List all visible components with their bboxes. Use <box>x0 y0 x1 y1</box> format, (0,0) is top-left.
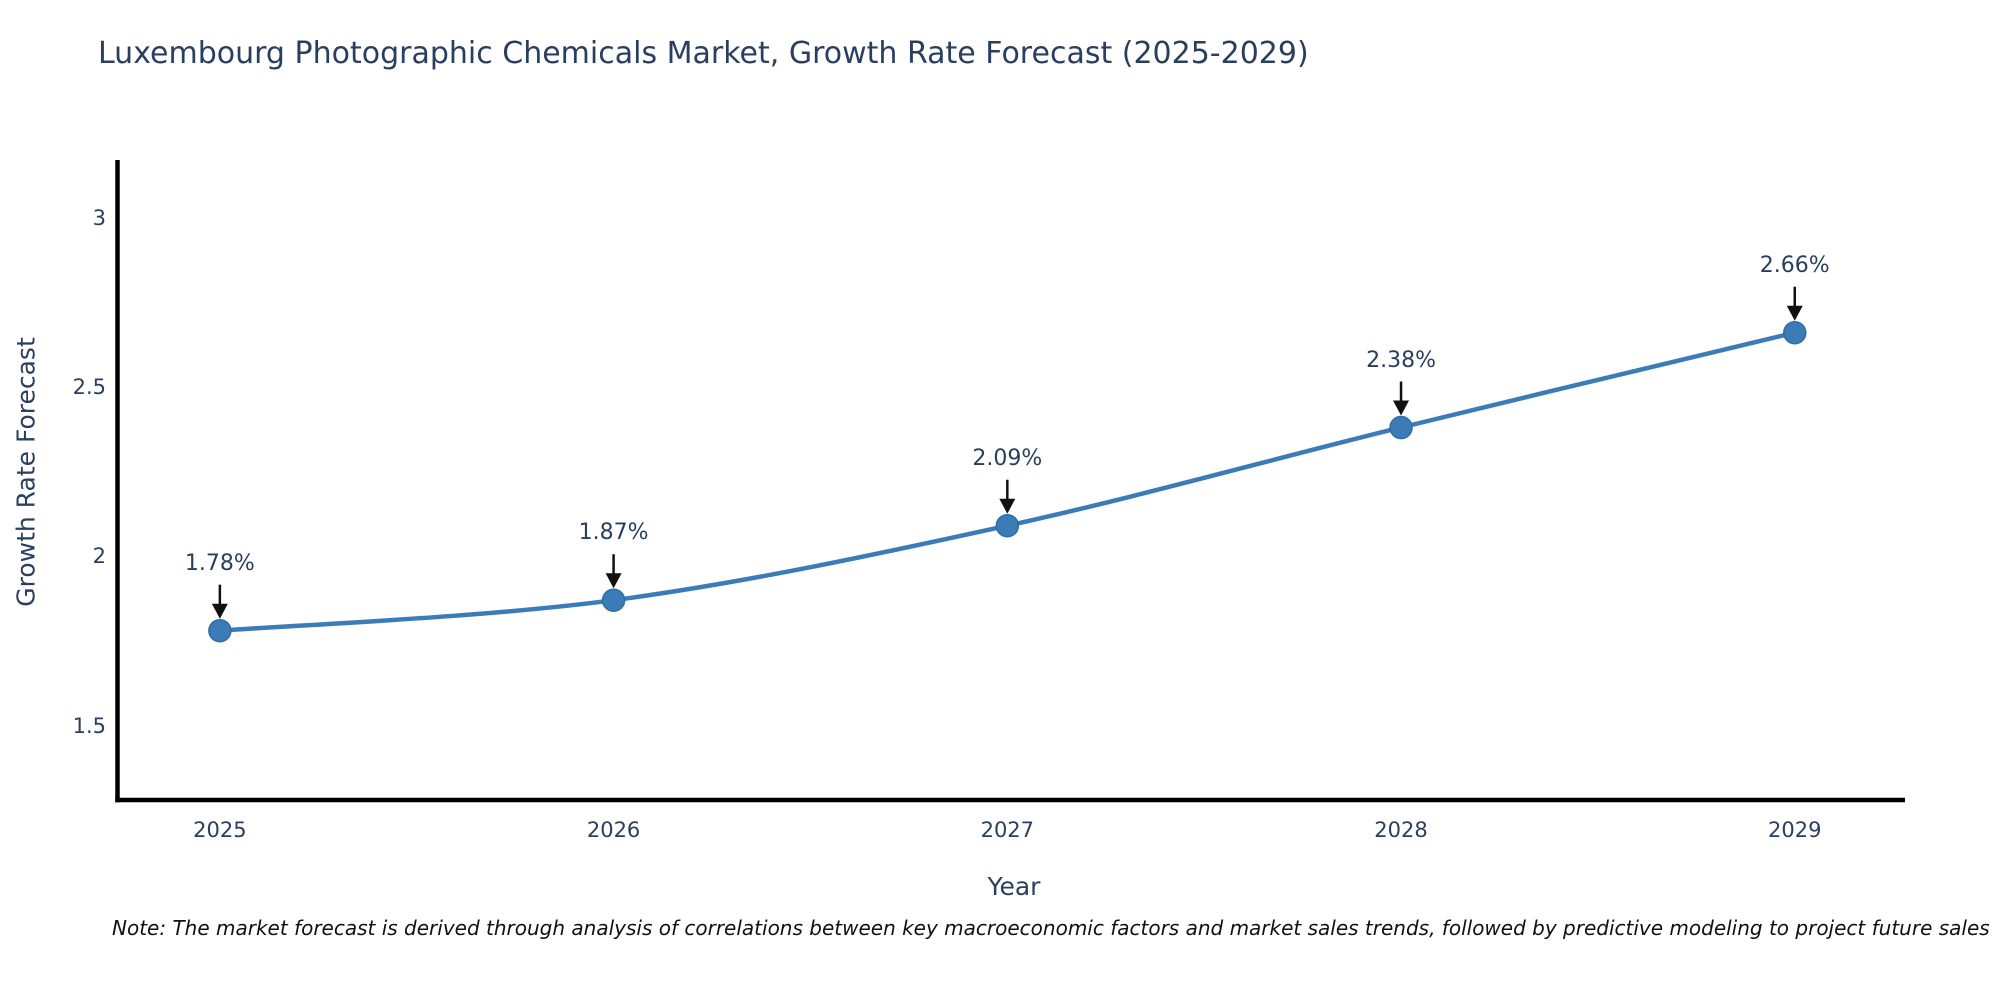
data-point-marker[interactable] <box>601 588 626 612</box>
data-point-marker[interactable] <box>995 513 1020 538</box>
plot-area[interactable] <box>118 160 1906 800</box>
data-point-marker[interactable] <box>1389 415 1413 440</box>
chart-title: Luxembourg Photographic Chemicals Market… <box>98 36 1309 71</box>
footnote: Note: The market forecast is derived thr… <box>112 916 1990 940</box>
y-axis-title: Growth Rate Forecast <box>11 337 41 607</box>
data-point-marker[interactable] <box>208 618 232 643</box>
annotation-arrow-head <box>605 573 622 589</box>
annotation-arrow-head <box>1393 400 1410 416</box>
annotation-arrow-head <box>1786 305 1803 321</box>
data-point-marker[interactable] <box>1783 320 1807 345</box>
annotation-arrow-head <box>211 603 228 619</box>
x-axis-title: Year <box>987 872 1041 901</box>
annotation-arrow-head <box>999 498 1016 514</box>
